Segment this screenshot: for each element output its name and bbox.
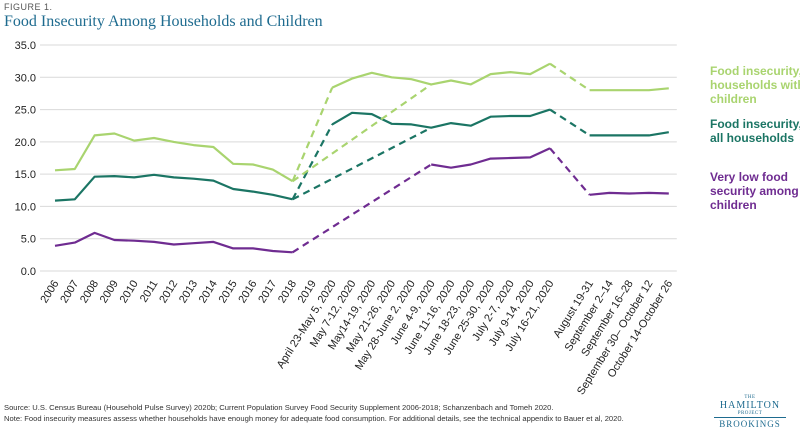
x-tick-label: 2013: [177, 278, 200, 305]
y-tick-label: 30.0: [15, 72, 36, 84]
x-tick-label: 2006: [38, 278, 61, 305]
series-line: [431, 147, 551, 169]
legend-label: children: [710, 198, 757, 212]
legend: Food insecurity,households withchildrenF…: [710, 64, 800, 212]
note-text: Note: Food insecurity measures assess wh…: [4, 414, 624, 423]
legend-label: children: [710, 92, 757, 106]
x-tick-label: 2016: [236, 278, 259, 305]
hamilton-brookings-logo: THE HAMILTON PROJECT BROOKINGS: [704, 395, 796, 429]
series-line: [589, 191, 669, 196]
y-tick-label: 20.0: [15, 137, 36, 149]
legend-label: Food insecurity,: [710, 64, 800, 78]
legend-label: Very low food: [710, 170, 788, 184]
x-tick-label: 2007: [58, 278, 81, 305]
series-dashed-connector: [549, 62, 591, 92]
logo-brookings: BROOKINGS: [719, 419, 781, 429]
logo-divider: [714, 417, 786, 418]
series-dashed-connector: [291, 83, 432, 183]
series-lines: [54, 62, 669, 254]
logo-hamilton: HAMILTON: [719, 400, 781, 411]
legend-label: Food insecurity,: [710, 117, 800, 131]
series-dashed-connector: [291, 87, 334, 182]
x-tick-label: 2011: [138, 278, 161, 304]
series-line: [54, 132, 294, 183]
y-tick-label: 0.0: [21, 266, 36, 278]
series-dashed-connector: [292, 126, 432, 201]
x-tick-label: 2017: [256, 278, 279, 305]
figure-label: FIGURE 1.: [4, 2, 53, 12]
y-tick-label: 25.0: [15, 105, 36, 117]
gridlines: [40, 44, 677, 272]
logo-the: THE: [744, 395, 756, 400]
legend-label: security among: [710, 184, 799, 198]
series-dashed-connector: [292, 163, 432, 254]
x-axis-ticks: 2006200720082009201020112012201320142015…: [38, 278, 675, 397]
x-tick-label: 2008: [78, 278, 101, 305]
logo-project: PROJECT: [737, 411, 763, 416]
y-tick-label: 10.0: [15, 201, 36, 213]
x-tick-label: 2018: [276, 278, 299, 305]
source-notes: Source: U.S. Census Bureau (Household Pu…: [4, 402, 694, 424]
series-dashed-connector: [291, 123, 334, 200]
y-axis-ticks: 0.0 5.0 10.0 15.0 20.0 25.0 30.0 35.0: [15, 40, 36, 278]
x-tick-label: 2010: [118, 278, 141, 305]
source-text: Source: U.S. Census Bureau (Household Pu…: [4, 403, 554, 412]
x-tick-label: 2015: [217, 278, 240, 305]
series-line: [331, 108, 551, 129]
x-tick-label: 2012: [157, 278, 180, 305]
line-chart: 0.05.010.015.020.025.030.035.0 200620072…: [15, 40, 800, 397]
series-line: [331, 62, 551, 89]
series-line: [54, 173, 293, 202]
x-tick-label: 2014: [197, 278, 220, 305]
series-line: [589, 87, 669, 92]
series-line: [589, 131, 669, 137]
legend-label: all households: [710, 131, 794, 145]
series-line: [54, 231, 293, 254]
series-dashed-connector: [549, 147, 591, 196]
legend-label: households with: [710, 78, 800, 92]
y-tick-label: 15.0: [15, 169, 36, 181]
x-tick-label: 2009: [98, 278, 121, 305]
chart-title: Food Insecurity Among Households and Chi…: [4, 13, 323, 30]
y-tick-label: 35.0: [15, 40, 36, 52]
series-dashed-connector: [549, 108, 591, 137]
y-tick-label: 5.0: [21, 234, 36, 246]
